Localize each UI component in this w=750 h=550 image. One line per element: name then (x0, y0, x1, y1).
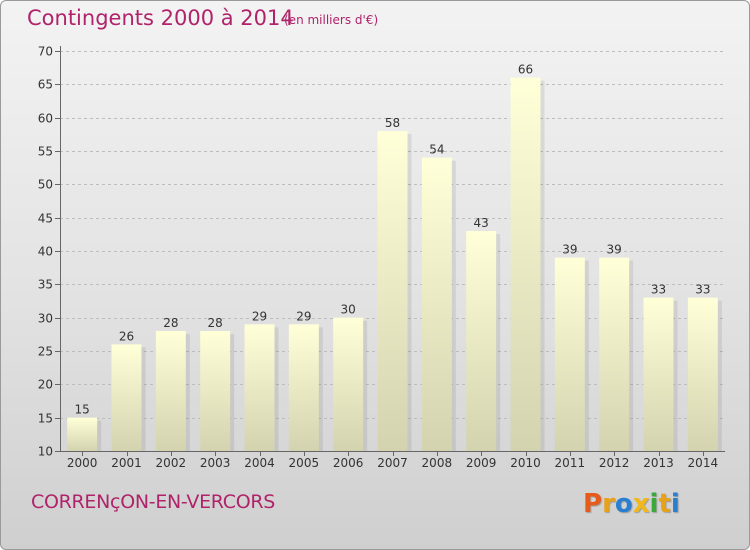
y-tick-label: 60 (38, 112, 53, 126)
data-label: 33 (695, 283, 710, 297)
x-tick-label: 2007 (377, 456, 408, 470)
x-tick-label: 2006 (333, 456, 364, 470)
logo-letter: x (632, 489, 650, 519)
bar-2011 (554, 257, 585, 451)
y-tick-label: 45 (38, 212, 53, 226)
data-label: 28 (163, 316, 178, 330)
x-tick-label: 2004 (244, 456, 275, 470)
bar-2013 (643, 297, 674, 451)
x-tick-label: 2003 (200, 456, 231, 470)
bar-2009 (466, 231, 497, 451)
chart-subtitle: (en milliers d'€) (284, 13, 379, 27)
logo-letter: r (602, 489, 615, 519)
logo-letter: P (583, 489, 603, 519)
bar-2000 (67, 417, 98, 451)
y-tick-label: 30 (38, 312, 53, 326)
data-label: 66 (518, 63, 533, 77)
bar-2006 (333, 317, 364, 451)
labels: 10 15 20 25 30 35 40 45 50 55 60 65 70 2000 15 2001 26 20… (38, 45, 718, 471)
data-label: 26 (119, 329, 134, 343)
chart-title: Contingents 2000 à 2014 (27, 6, 294, 30)
x-tick-label: 2001 (111, 456, 142, 470)
y-tick-label: 35 (38, 278, 53, 292)
bar-2010 (510, 77, 541, 452)
y-tick-label: 40 (38, 245, 53, 259)
y-tick-label: 25 (38, 345, 53, 359)
bar-2005 (288, 324, 319, 451)
bars (67, 77, 722, 452)
data-label: 43 (474, 216, 489, 230)
logo-letter: o (614, 489, 633, 519)
x-tick-label: 2010 (510, 456, 541, 470)
data-label: 54 (429, 143, 444, 157)
x-tick-label: 2014 (688, 456, 719, 470)
x-tick-label: 2009 (466, 456, 497, 470)
x-tick-label: 2008 (422, 456, 453, 470)
data-label: 29 (252, 309, 267, 323)
data-label: 39 (562, 243, 577, 257)
data-label: 39 (607, 243, 622, 257)
y-tick-label: 20 (38, 378, 53, 392)
data-label: 15 (75, 403, 90, 417)
bar-2007 (377, 131, 408, 451)
y-tick-label: 10 (38, 445, 53, 459)
x-tick-label: 2002 (156, 456, 187, 470)
y-tick-label: 70 (38, 45, 53, 59)
data-label: 30 (341, 303, 356, 317)
data-label: 58 (385, 116, 400, 130)
y-tick-label: 50 (38, 178, 53, 192)
x-tick-label: 2000 (67, 456, 98, 470)
bar-2002 (155, 331, 186, 451)
proxiti-logo[interactable]: Proxiti (583, 489, 680, 519)
x-tick-label: 2013 (643, 456, 674, 470)
axes (55, 46, 725, 456)
place-name: CORRENçON-EN-VERCORS (31, 491, 276, 513)
bar-2004 (244, 324, 275, 451)
logo-letter: i (670, 489, 680, 519)
x-tick-label: 2005 (289, 456, 320, 470)
bar-2003 (200, 331, 231, 451)
data-label: 29 (296, 309, 311, 323)
data-label: 28 (208, 316, 223, 330)
x-tick-label: 2012 (599, 456, 630, 470)
y-tick-label: 55 (38, 145, 53, 159)
bar-2014 (687, 297, 718, 451)
bar-2008 (421, 157, 452, 451)
x-tick-label: 2011 (555, 456, 586, 470)
logo-letter: t (658, 489, 671, 519)
data-label: 33 (651, 283, 666, 297)
bar-2001 (111, 344, 142, 451)
y-tick-label: 65 (38, 78, 53, 92)
y-tick-label: 15 (38, 412, 53, 426)
logo-letter: i (649, 489, 659, 519)
bar-2012 (599, 257, 630, 451)
